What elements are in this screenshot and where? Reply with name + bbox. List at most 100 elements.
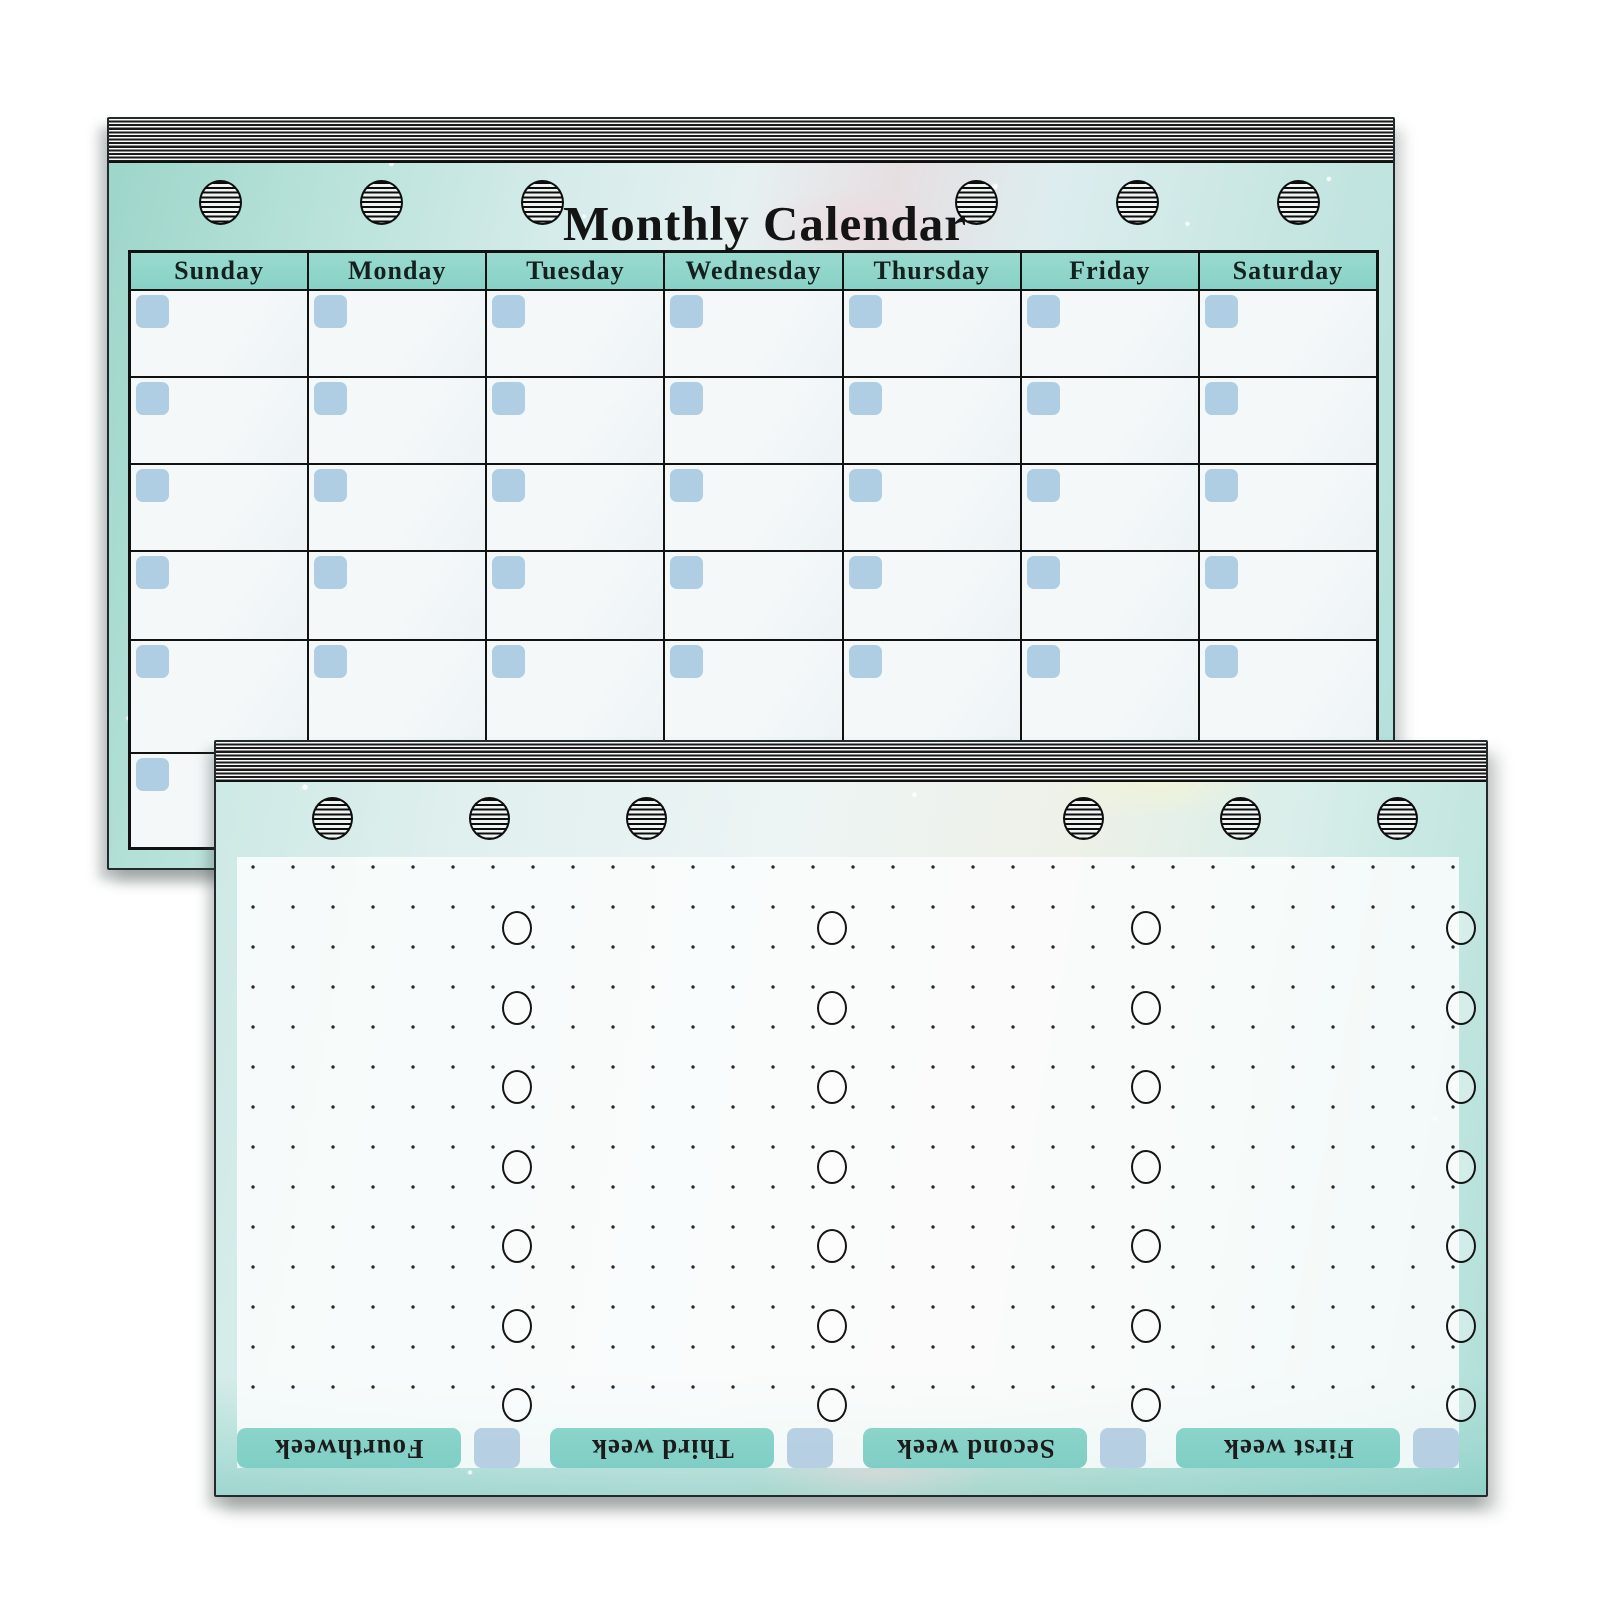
weekday-header-cell: Tuesday (486, 252, 665, 290)
date-box (492, 645, 526, 678)
calendar-day-cell (1020, 551, 1199, 640)
binder-hole-icon (1063, 797, 1104, 840)
calendar-day-cell (130, 290, 309, 377)
week-labels-row: Fourthweek Third week Second week Firs (237, 1428, 1459, 1468)
calendar-day-cell (842, 290, 1021, 377)
calendar-day-cell (1198, 551, 1377, 640)
calendar-day-cell (308, 551, 487, 640)
calendar-table: Sunday Monday Tuesday Wednesday Thursday Frid… (128, 250, 1379, 850)
date-box (670, 382, 704, 415)
date-box (314, 556, 348, 589)
week-date-box (787, 1428, 833, 1468)
check-circle-icon (1446, 1229, 1477, 1263)
calendar-day-cell (1198, 290, 1377, 377)
calendar-day-cell (664, 640, 843, 753)
week-label-group: Third week (550, 1428, 833, 1468)
calendar-day-cell (842, 377, 1021, 464)
weekday-header-row: Sunday Monday Tuesday Wednesday Thursday Frid… (130, 252, 1377, 290)
calendar-day-cell (664, 551, 843, 640)
weekday-header-cell: Sunday (130, 252, 309, 290)
dot-grid-area: Fourthweek Third week Second week Firs (237, 857, 1477, 1468)
calendar-day-cell (486, 290, 665, 377)
date-box (1204, 556, 1238, 589)
date-box (848, 556, 882, 589)
date-box (314, 382, 348, 415)
monthly-calendar-pad: Monthly Calendar Sunday Monday Tuesday Wedn… (107, 117, 1395, 870)
week-label-group: First week (1176, 1428, 1459, 1468)
date-box (314, 645, 348, 678)
calendar-day-cell (308, 377, 487, 464)
check-circle-icon (1131, 911, 1162, 945)
check-circle-icon (502, 1229, 532, 1263)
check-circle-icon (1446, 1070, 1477, 1104)
check-circle-icon (1131, 1308, 1162, 1343)
check-circle-icon (816, 1308, 847, 1343)
date-box (136, 382, 169, 415)
date-box (136, 295, 169, 328)
calendar-day-cell (308, 640, 487, 753)
calendar-day-cell (130, 464, 309, 551)
check-circle-icon (816, 1070, 847, 1104)
date-box (848, 295, 882, 328)
calendar-day-cell (486, 377, 665, 464)
date-box (136, 645, 169, 678)
calendar-day-cell (842, 551, 1021, 640)
week-label-bar: First week (1176, 1428, 1400, 1468)
week-label-bar: Second week (863, 1428, 1087, 1468)
date-box (1204, 469, 1238, 502)
calendar-day-cell (1198, 377, 1377, 464)
check-circle-icon (1131, 1070, 1162, 1104)
calendar-day-cell (1020, 290, 1199, 377)
calendar-day-cell (1198, 464, 1377, 551)
calendar-grid (130, 290, 1377, 848)
check-circle-icon (816, 911, 847, 945)
date-box (670, 556, 704, 589)
binder-hole-icon (626, 797, 667, 840)
date-box (670, 295, 704, 328)
calendar-day-cell (664, 464, 843, 551)
binder-hole-icon (1220, 797, 1261, 840)
check-circle-icon (502, 1308, 532, 1343)
date-box (314, 295, 348, 328)
date-box (670, 469, 704, 502)
check-circle-icon (1446, 911, 1477, 945)
dot-grid-pattern (237, 857, 1459, 1400)
weekday-header-cell: Thursday (842, 252, 1021, 290)
week-label-text: Second week (895, 1433, 1055, 1464)
calendar-day-cell (130, 551, 309, 640)
binding-stripes (109, 119, 1393, 163)
date-box (848, 645, 882, 678)
check-circle-icon (502, 911, 532, 945)
check-circle-icon (816, 1229, 847, 1263)
binder-hole-icon (955, 180, 998, 225)
date-box (1026, 556, 1060, 589)
binder-hole-icon (521, 180, 564, 225)
date-box (136, 556, 169, 589)
calendar-day-cell (1020, 377, 1199, 464)
check-circle-icon (816, 1149, 847, 1184)
date-box (136, 758, 169, 791)
check-circle-icon (502, 1149, 532, 1184)
check-circle-icon (502, 1388, 532, 1422)
date-box (1026, 295, 1060, 328)
binder-hole-icon (1377, 797, 1418, 840)
check-circle-icon (1446, 1388, 1477, 1422)
week-label-text: Fourthweek (274, 1433, 424, 1464)
calendar-day-cell (308, 464, 487, 551)
check-circle-icon (502, 990, 532, 1025)
calendar-day-cell (842, 640, 1021, 753)
date-box (1026, 469, 1060, 502)
binder-hole-icon (469, 797, 510, 840)
date-box (492, 469, 526, 502)
check-circle-icon (1446, 990, 1477, 1025)
weekday-header-cell: Monday (308, 252, 487, 290)
check-circle-icon (1131, 990, 1162, 1025)
week-label-group: Second week (863, 1428, 1146, 1468)
calendar-day-cell (130, 377, 309, 464)
check-circle-icon (1446, 1149, 1477, 1184)
calendar-day-cell (486, 551, 665, 640)
binder-hole-icon (312, 797, 353, 840)
weekday-header-cell: Friday (1020, 252, 1199, 290)
check-circles-grid (502, 911, 1477, 1422)
